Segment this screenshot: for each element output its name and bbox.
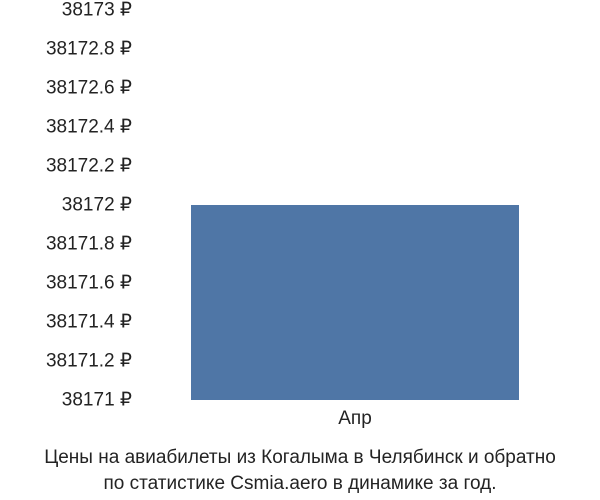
- x-tick-label: Апр: [338, 408, 372, 430]
- plot-area: [145, 10, 565, 400]
- y-tick-label: 38172.2 ₽: [46, 155, 132, 178]
- y-tick-label: 38172.4 ₽: [46, 116, 132, 139]
- caption-line-1: Цены на авиабилеты из Когалыма в Челябин…: [44, 447, 556, 468]
- bar: [191, 205, 519, 400]
- y-tick-label: 38171.8 ₽: [46, 233, 132, 256]
- y-tick-label: 38173 ₽: [62, 0, 132, 22]
- caption-line-2: по статистике Csmia.aero в динамике за г…: [104, 473, 497, 494]
- y-axis: 38173 ₽38172.8 ₽38172.6 ₽38172.4 ₽38172.…: [0, 10, 140, 400]
- y-tick-label: 38172.8 ₽: [46, 38, 132, 61]
- y-tick-label: 38171.4 ₽: [46, 311, 132, 334]
- price-chart: 38173 ₽38172.8 ₽38172.6 ₽38172.4 ₽38172.…: [0, 10, 600, 440]
- y-tick-label: 38172 ₽: [62, 194, 132, 217]
- y-tick-label: 38172.6 ₽: [46, 77, 132, 100]
- chart-caption: Цены на авиабилеты из Когалыма в Челябин…: [0, 445, 600, 496]
- y-tick-label: 38171.2 ₽: [46, 350, 132, 373]
- y-tick-label: 38171.6 ₽: [46, 272, 132, 295]
- y-tick-label: 38171 ₽: [62, 389, 132, 412]
